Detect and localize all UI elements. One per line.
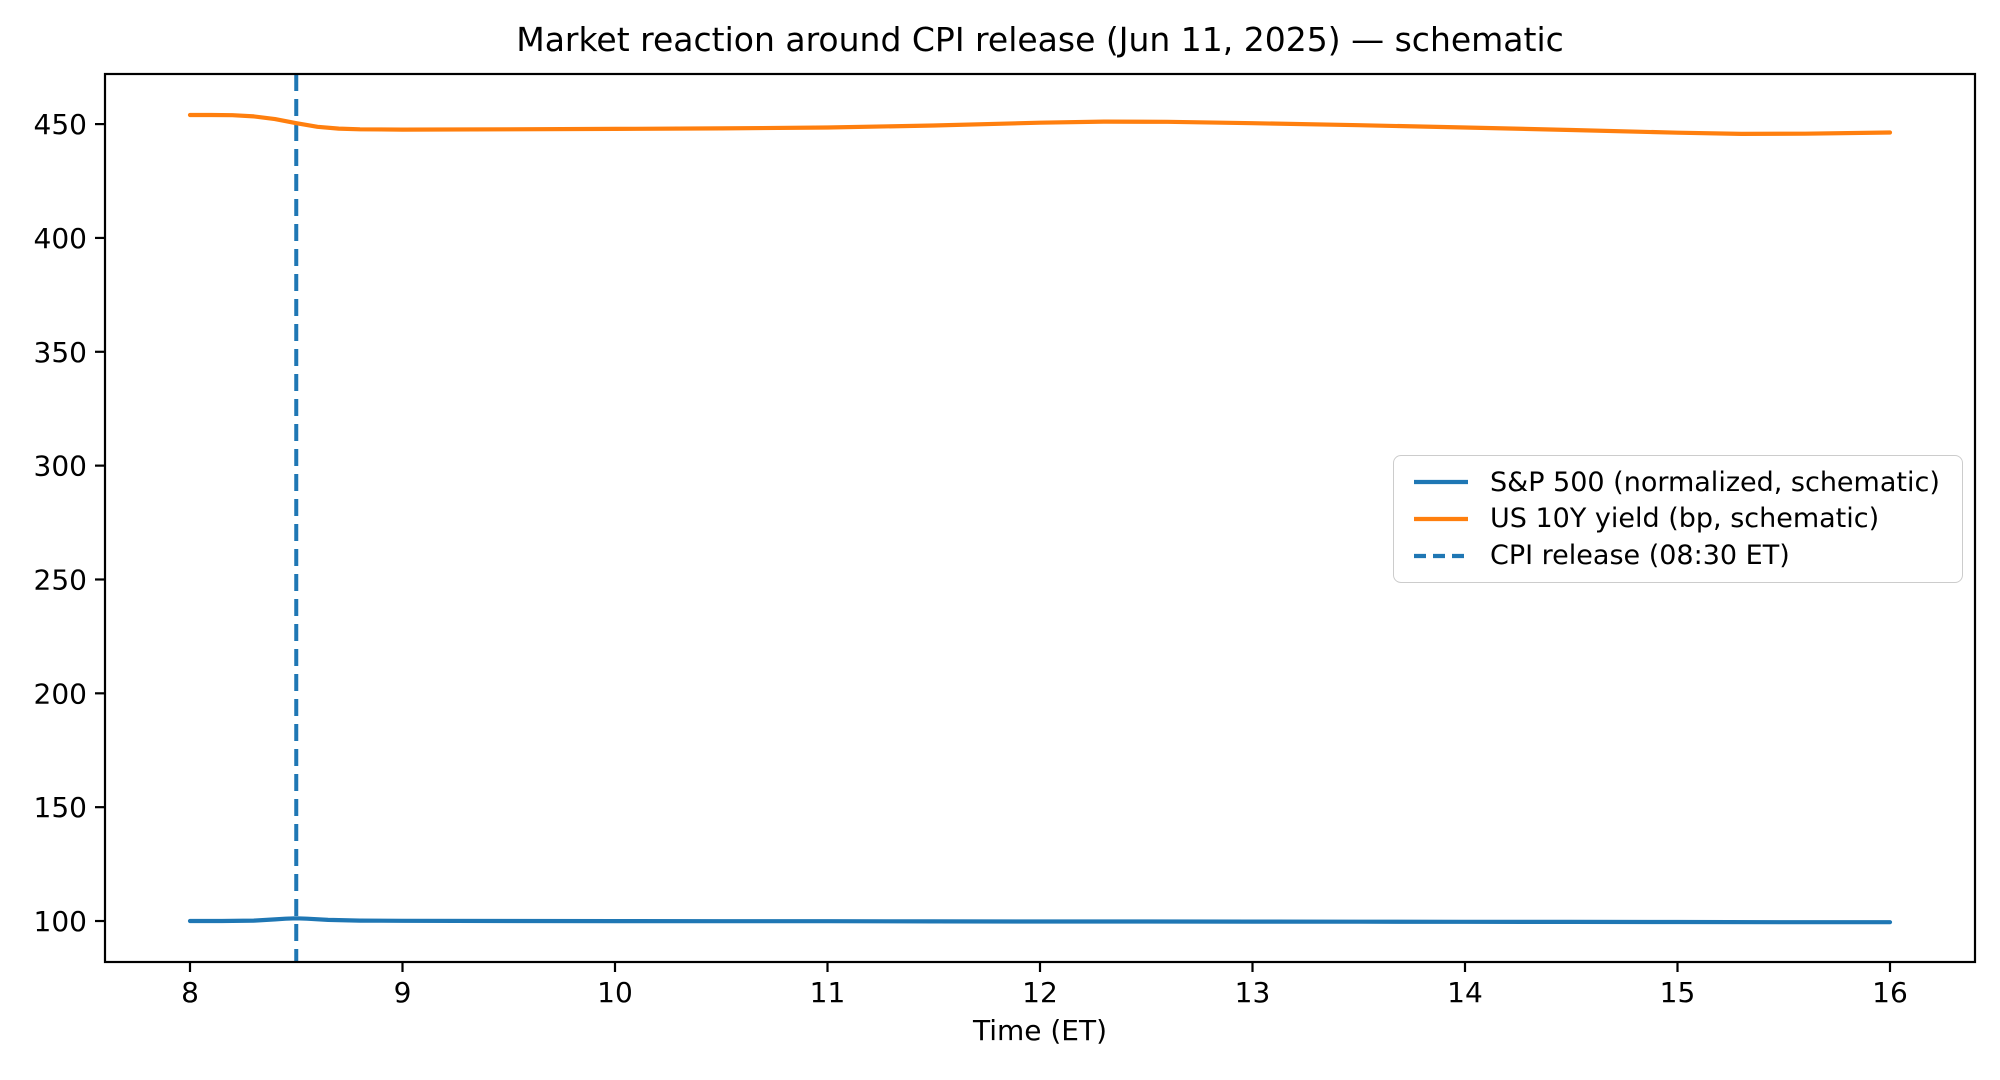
y-tick-label: 100 xyxy=(34,905,87,938)
legend-label: US 10Y yield (bp, schematic) xyxy=(1490,503,1880,535)
legend-dashed-line-icon xyxy=(1414,538,1468,574)
legend-entry-1: US 10Y yield (bp, schematic) xyxy=(1394,501,1962,537)
chart-title: Market reaction around CPI release (Jun … xyxy=(516,20,1564,59)
x-tick-label: 11 xyxy=(810,976,846,1009)
y-tick-label: 350 xyxy=(34,336,87,369)
y-tick-label: 250 xyxy=(34,563,87,596)
series-line-1 xyxy=(187,112,1893,136)
legend-label: CPI release (08:30 ET) xyxy=(1490,540,1790,572)
x-tick-label: 16 xyxy=(1872,976,1908,1009)
legend-box: S&P 500 (normalized, schematic) US 10Y yi… xyxy=(1393,455,1963,583)
y-tick-label: 200 xyxy=(34,677,87,710)
y-tick-label: 450 xyxy=(34,108,87,141)
x-tick-label: 9 xyxy=(394,976,412,1009)
legend-line-icon xyxy=(1414,464,1468,500)
x-tick-label: 10 xyxy=(597,976,633,1009)
legend-line-icon xyxy=(1414,501,1468,537)
y-tick-label: 150 xyxy=(34,791,87,824)
x-tick-label: 8 xyxy=(181,976,199,1009)
legend-entry-2: CPI release (08:30 ET) xyxy=(1394,538,1962,574)
legend-entry-0: S&P 500 (normalized, schematic) xyxy=(1394,464,1962,500)
y-tick-label: 300 xyxy=(34,450,87,483)
x-tick-label: 13 xyxy=(1235,976,1271,1009)
x-tick-label: 15 xyxy=(1660,976,1696,1009)
y-tick-label: 400 xyxy=(34,222,87,255)
series-line-0 xyxy=(187,916,1893,925)
x-tick-label: 14 xyxy=(1447,976,1483,1009)
legend-label: S&P 500 (normalized, schematic) xyxy=(1490,466,1940,498)
x-axis-label: Time (ET) xyxy=(972,1014,1108,1047)
x-tick-label: 12 xyxy=(1022,976,1058,1009)
